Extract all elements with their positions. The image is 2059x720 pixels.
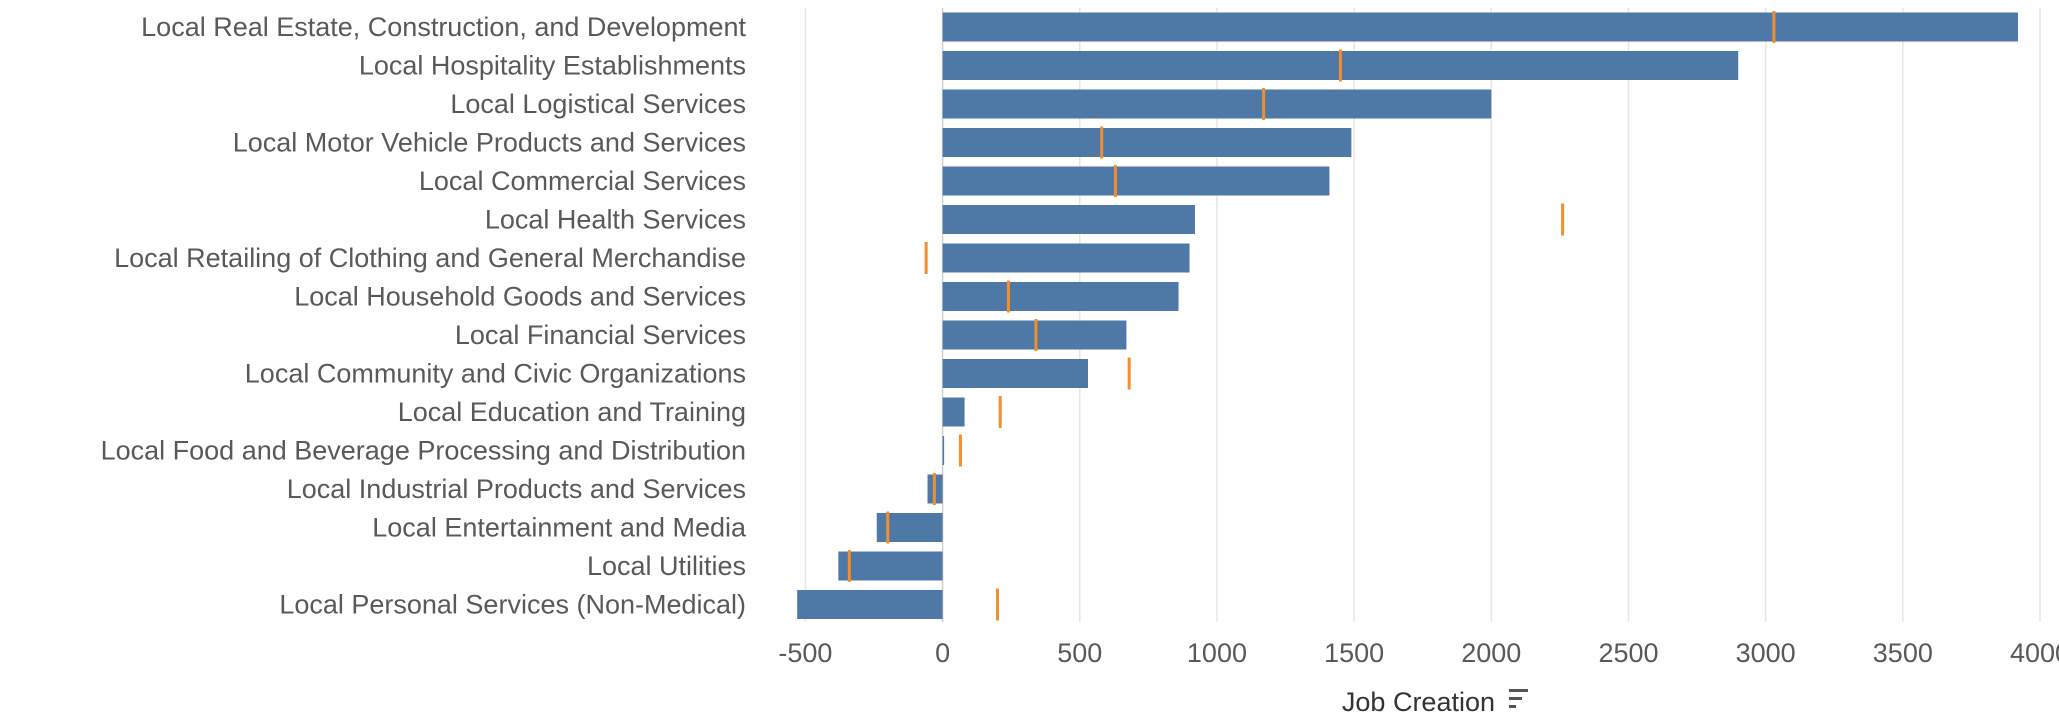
category-label: Local Food and Beverage Processing and D… — [101, 436, 746, 466]
category-label: Local Education and Training — [398, 397, 746, 427]
x-tick-label: 2500 — [1598, 638, 1658, 668]
category-label: Local Industrial Products and Services — [287, 474, 746, 504]
category-label: Local Retailing of Clothing and General … — [114, 243, 746, 273]
bar[interactable] — [838, 552, 942, 581]
x-tick-label: 500 — [1057, 638, 1102, 668]
category-label: Local Utilities — [587, 551, 746, 581]
x-tick-label: 1000 — [1187, 638, 1247, 668]
category-label: Local Health Services — [485, 205, 746, 235]
x-tick-label: 0 — [935, 638, 950, 668]
bar[interactable] — [943, 205, 1195, 234]
category-label: Local Financial Services — [455, 320, 746, 350]
category-label: Local Hospitality Establishments — [359, 51, 746, 81]
bar[interactable] — [943, 282, 1179, 311]
category-label: Local Entertainment and Media — [372, 513, 747, 543]
bar[interactable] — [943, 398, 965, 427]
sort-descending-icon[interactable] — [1509, 689, 1528, 708]
category-label: Local Personal Services (Non-Medical) — [279, 590, 746, 620]
category-label: Local Real Estate, Construction, and Dev… — [141, 12, 746, 42]
x-tick-label: 3500 — [1873, 638, 1933, 668]
bar[interactable] — [943, 13, 2018, 42]
x-tick-label: 1500 — [1324, 638, 1384, 668]
bar[interactable] — [943, 436, 945, 465]
category-label: Local Commercial Services — [419, 166, 746, 196]
category-labels: Local Real Estate, Construction, and Dev… — [101, 12, 747, 620]
x-tick-label: 3000 — [1736, 638, 1796, 668]
x-tick-label: 2000 — [1461, 638, 1521, 668]
bar[interactable] — [943, 90, 1492, 119]
bar[interactable] — [943, 244, 1190, 273]
x-axis-title: Job Creation — [1342, 687, 1495, 717]
x-tick-label: -500 — [778, 638, 832, 668]
category-label: Local Logistical Services — [450, 89, 746, 119]
x-axis-ticks: -500 0 500 1000 1500 2000 2500 3000 3500 4000 — [778, 638, 2059, 668]
category-label: Local Community and Civic Organizations — [245, 359, 746, 389]
bar[interactable] — [943, 128, 1352, 157]
bar[interactable] — [943, 359, 1088, 388]
category-label: Local Motor Vehicle Products and Service… — [233, 128, 746, 158]
x-tick-label: 4000 — [2010, 638, 2059, 668]
category-label: Local Household Goods and Services — [294, 282, 746, 312]
bars — [797, 13, 2018, 620]
bar[interactable] — [797, 590, 942, 619]
bar[interactable] — [943, 167, 1330, 196]
